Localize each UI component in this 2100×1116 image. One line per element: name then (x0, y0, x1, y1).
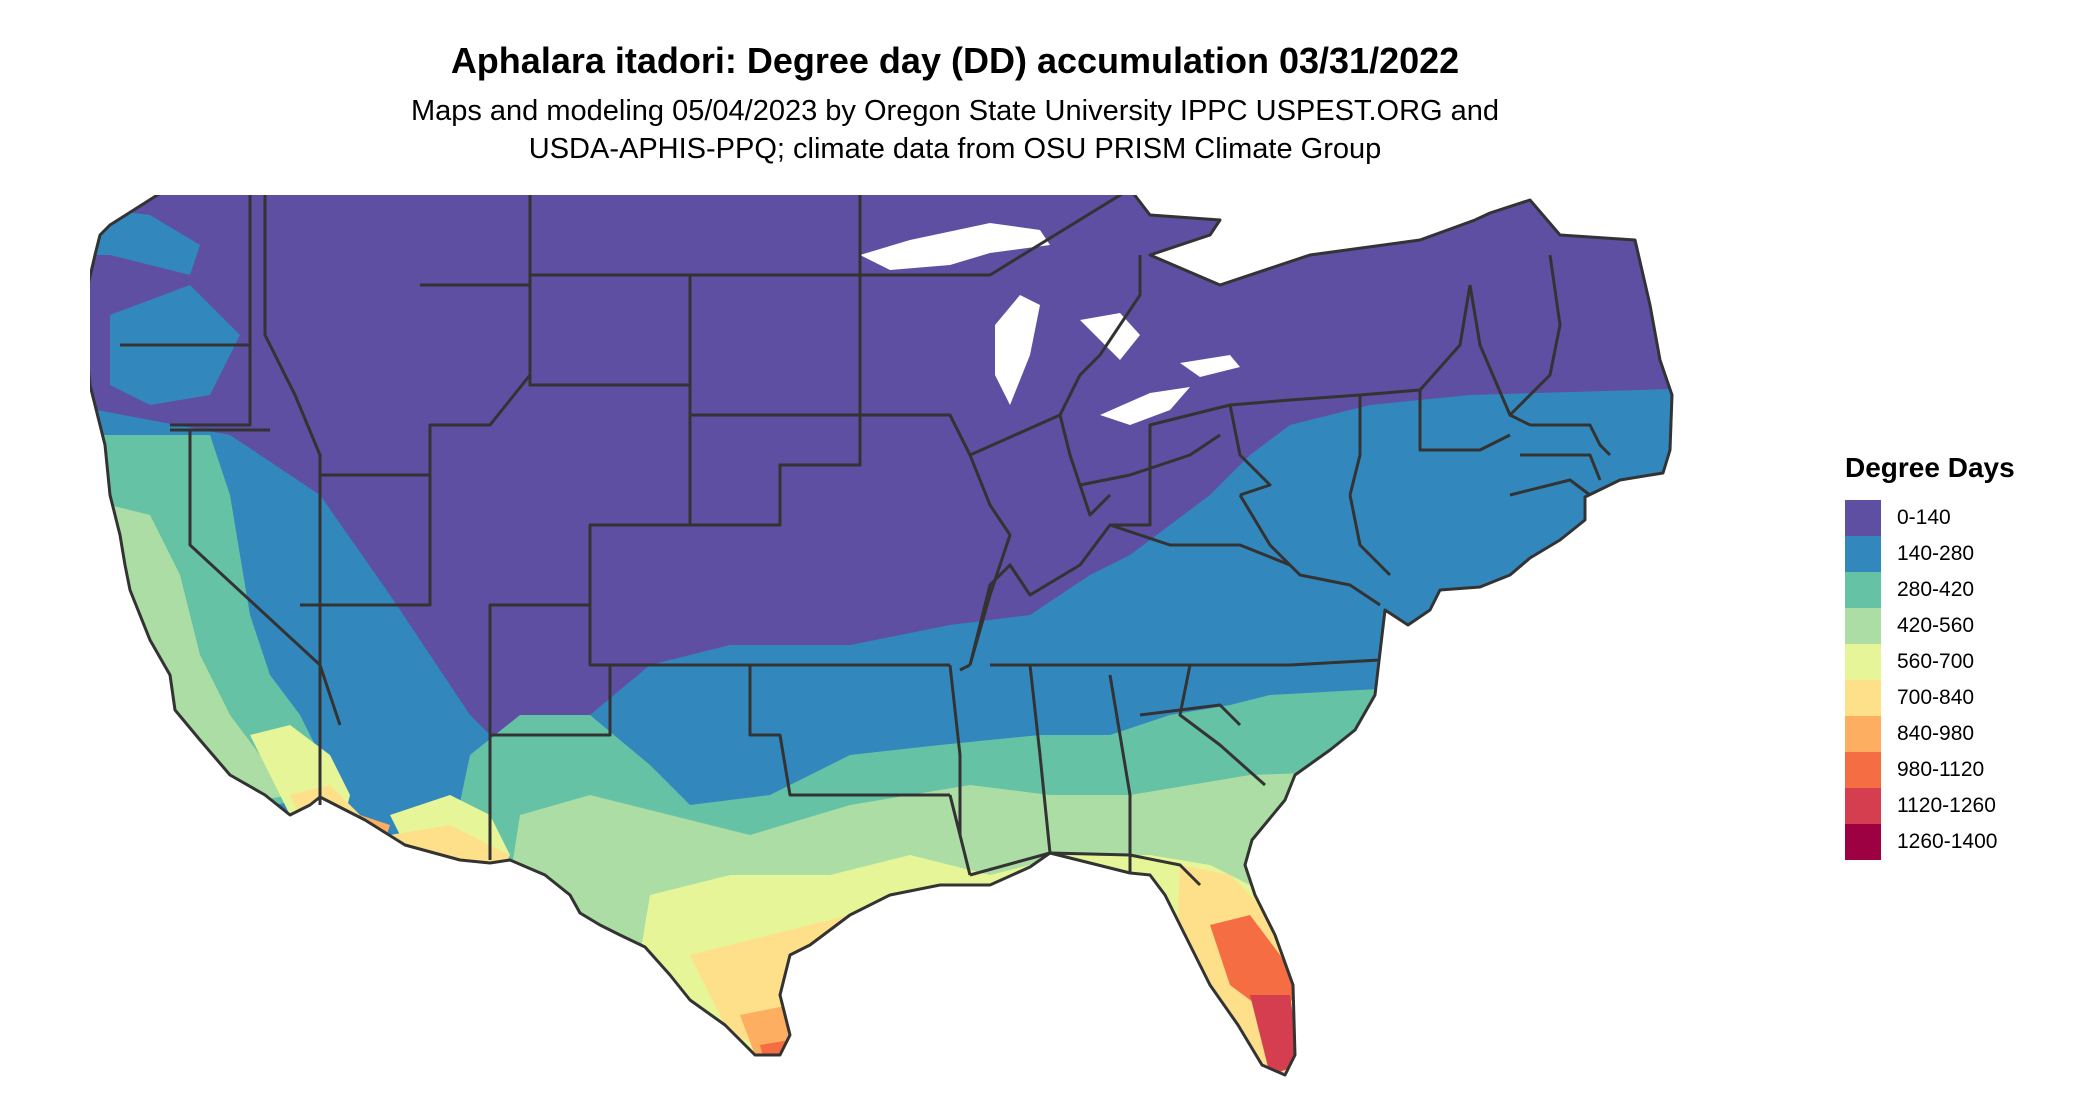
legend: Degree Days 0-140 140-280 280-420 420-560 56… (1845, 452, 2015, 860)
legend-label: 140-280 (1897, 542, 1975, 565)
us-degree-day-map (90, 195, 1790, 1115)
legend-label: 0-140 (1897, 506, 1951, 529)
great-lakes (860, 223, 1240, 425)
legend-title: Degree Days (1845, 452, 2015, 483)
legend-label: 700-840 (1897, 686, 1975, 709)
legend-swatch (1845, 644, 1881, 680)
legend-item: 980-1120 (1845, 752, 2015, 788)
legend-swatch (1845, 536, 1881, 572)
legend-item: 420-560 (1845, 608, 2015, 644)
zone-980-1120-florida (1210, 915, 1300, 1015)
legend-swatch (1845, 752, 1881, 788)
state-borders (90, 195, 1674, 1077)
legend-items: 0-140 140-280 280-420 420-560 560-700 700-840… (1845, 500, 2015, 860)
legend-item: 1120-1260 (1845, 788, 2015, 824)
subtitle-line-1: Maps and modeling 05/04/2023 by Oregon S… (410, 95, 1500, 127)
legend-item: 280-420 (1845, 572, 2015, 608)
zone-1120-1260-florida (1250, 995, 1300, 1075)
legend-swatch (1845, 788, 1881, 824)
legend-swatch (1845, 500, 1881, 536)
legend-label: 560-700 (1897, 650, 1975, 673)
legend-swatch (1845, 716, 1881, 752)
map-title: Aphalara itadori: Degree day (DD) accumu… (450, 40, 1460, 81)
legend-item: 560-700 (1845, 644, 2015, 680)
legend-label: 280-420 (1897, 578, 1975, 601)
legend-swatch (1845, 572, 1881, 608)
legend-item: 840-980 (1845, 716, 2015, 752)
legend-item: 700-840 (1845, 680, 2015, 716)
legend-label: 840-980 (1897, 722, 1975, 745)
legend-swatch (1845, 680, 1881, 716)
legend-label: 980-1120 (1897, 758, 1985, 781)
legend-item: 0-140 (1845, 500, 2015, 536)
legend-swatch (1845, 824, 1881, 860)
map-subtitle: Maps and modeling 05/04/2023 by Oregon S… (0, 92, 1910, 168)
legend-item: 1260-1400 (1845, 824, 2015, 860)
legend-label: 1260-1400 (1897, 830, 1998, 853)
legend-item: 140-280 (1845, 536, 2015, 572)
legend-label: 420-560 (1897, 614, 1975, 637)
legend-label: 1120-1260 (1897, 794, 1996, 817)
legend-swatch (1845, 608, 1881, 644)
subtitle-line-2: USDA-APHIS-PPQ; climate data from OSU PR… (528, 133, 1382, 165)
